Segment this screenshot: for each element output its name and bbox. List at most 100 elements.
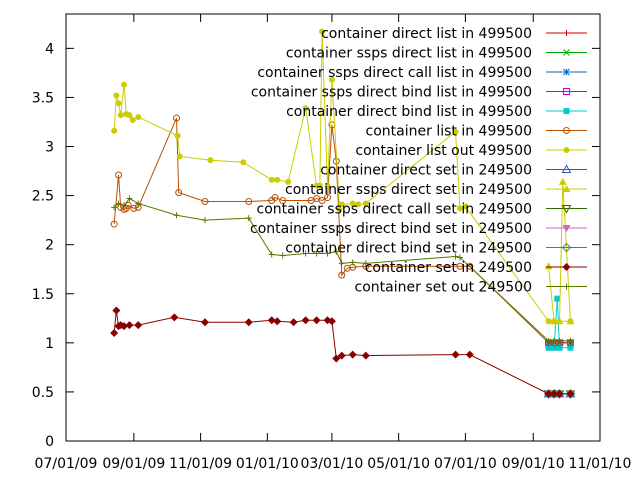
data-point — [135, 114, 142, 121]
data-point — [545, 344, 552, 351]
legend-label: container direct set in 249500 — [320, 163, 532, 179]
data-point — [111, 204, 118, 211]
data-point — [120, 81, 127, 88]
legend-item: container ssps direct bind set in 249500 — [250, 221, 587, 237]
data-point — [338, 271, 346, 279]
legend-label: container ssps direct list in 499500 — [286, 46, 532, 62]
legend-marker — [563, 127, 570, 134]
data-point — [456, 254, 463, 261]
plot-area — [110, 28, 576, 399]
legend-marker — [561, 205, 572, 214]
legend-label: container direct bind set in 249500 — [285, 241, 532, 257]
data-point — [566, 389, 575, 398]
data-point — [362, 200, 369, 207]
data-point — [112, 306, 121, 315]
legend-label: container list in 499500 — [366, 124, 532, 140]
data-point — [465, 350, 474, 359]
data-point — [349, 200, 356, 207]
y-tick-label: 4 — [45, 41, 54, 57]
data-point — [338, 260, 345, 267]
data-point — [349, 259, 356, 266]
data-point — [271, 194, 279, 202]
plot-frame — [65, 13, 601, 442]
legend-marker — [562, 185, 571, 192]
data-point — [550, 317, 559, 325]
data-point — [113, 92, 120, 99]
data-point — [544, 262, 553, 270]
legend-item: container set out 249500 — [355, 280, 587, 296]
data-point — [119, 322, 128, 331]
legend-item: container ssps direct set in 249500 — [285, 182, 587, 198]
data-point — [115, 100, 122, 107]
data-point — [338, 201, 345, 208]
legend-item: container ssps direct call set in 249500 — [257, 202, 587, 218]
y-tick-label: 2.5 — [32, 189, 54, 205]
data-point — [337, 351, 346, 360]
data-point — [135, 200, 142, 207]
legend-marker — [563, 30, 570, 36]
data-point — [285, 178, 292, 185]
data-point — [175, 189, 183, 197]
legend-marker — [563, 108, 570, 114]
legend-label: container direct bind list in 499500 — [286, 104, 532, 120]
data-point — [115, 171, 123, 179]
data-point — [120, 202, 127, 209]
data-point — [328, 76, 335, 83]
data-point — [126, 195, 133, 202]
axes: 0 0.5 1 1.5 2 2.5 3 3.5 4 07/01/09 09/01/09 11/01/0… — [32, 13, 632, 472]
data-point — [313, 250, 320, 257]
legend-marker — [563, 283, 570, 290]
y-tick-label: 1 — [45, 336, 54, 352]
y-tick-label: 3.5 — [32, 90, 54, 106]
data-point — [274, 176, 281, 183]
data-point — [130, 204, 138, 212]
series-12 — [110, 306, 575, 398]
data-point — [173, 212, 180, 219]
data-point — [327, 317, 336, 326]
legend-marker — [563, 49, 570, 56]
data-point — [117, 112, 124, 119]
legend-marker — [562, 263, 571, 271]
data-point — [289, 318, 298, 327]
data-point — [245, 215, 252, 222]
legend-marker — [561, 164, 572, 173]
data-point — [555, 389, 564, 398]
data-point — [267, 316, 276, 325]
data-point — [545, 318, 552, 325]
data-point — [567, 337, 574, 344]
legend-label: container ssps direct set in 249500 — [285, 182, 532, 198]
legend: container direct list in 499500 container… — [250, 26, 587, 296]
legend-item: container direct set in 249500 — [320, 163, 587, 179]
x-tick-label: 07/01/09 — [35, 456, 98, 472]
data-point — [462, 203, 469, 210]
data-point — [566, 317, 575, 325]
legend-item: container list out 499500 — [355, 143, 587, 159]
data-point — [279, 197, 287, 205]
data-point — [176, 153, 183, 160]
x-tick-label: 05/01/10 — [367, 456, 430, 472]
legend-item: container direct list in 499500 — [321, 26, 587, 42]
data-point — [466, 262, 474, 270]
x-tick-label: 11/01/09 — [169, 456, 232, 472]
data-point — [332, 354, 341, 363]
data-point — [244, 318, 253, 327]
data-point — [456, 205, 463, 212]
legend-label: container ssps direct bind list in 49950… — [251, 85, 532, 101]
data-point — [301, 316, 310, 325]
x-tick-label: 11/01/10 — [569, 456, 632, 472]
y-tick-label: 2 — [45, 238, 54, 254]
y-tick-label: 0.5 — [32, 385, 54, 401]
series-13 — [111, 195, 574, 344]
data-point — [555, 317, 564, 325]
data-point — [336, 206, 343, 213]
data-point — [302, 105, 309, 112]
legend-item: container ssps direct list in 499500 — [286, 46, 587, 62]
data-point — [115, 200, 122, 207]
x-tick-label: 09/01/10 — [502, 456, 565, 472]
data-point — [200, 318, 209, 327]
data-point — [245, 197, 253, 205]
data-point — [544, 389, 553, 398]
data-point — [550, 389, 559, 398]
